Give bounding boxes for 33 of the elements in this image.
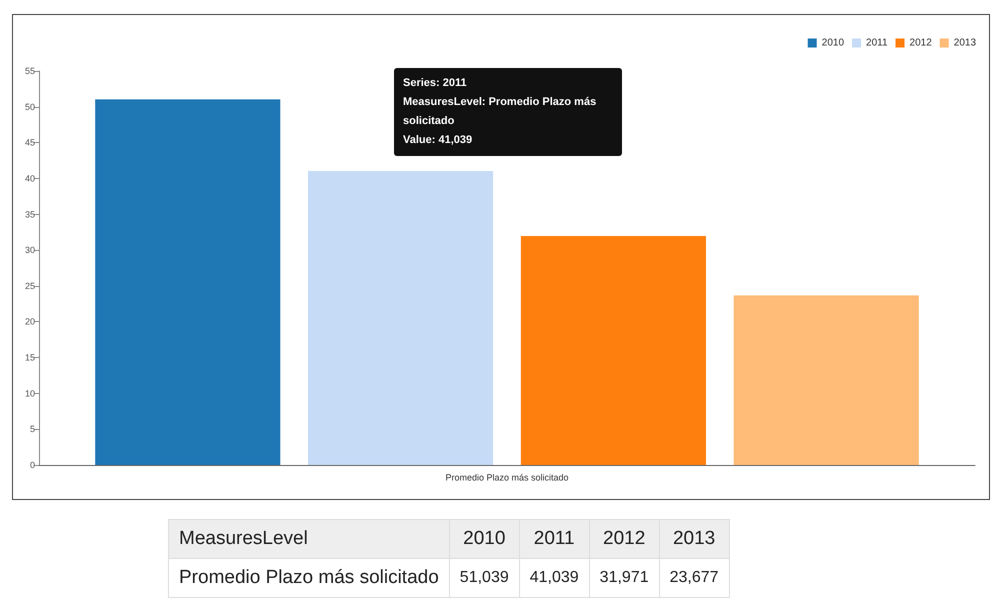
text: 23,677 <box>659 558 730 598</box>
text: 31,971 <box>589 558 660 598</box>
y-tick-label: 20 <box>24 316 35 327</box>
bar <box>95 99 280 465</box>
legend-label: 2010 <box>822 38 844 48</box>
text: 2011 <box>534 528 575 549</box>
annotation: Series: 2011 <box>403 76 468 91</box>
y-tick-label: 35 <box>24 209 35 220</box>
y-tick-label: 5 <box>30 424 35 434</box>
y-tick-label: 40 <box>24 173 35 184</box>
y-tick-label: 0 <box>30 460 35 470</box>
y-tick-label: 25 <box>24 280 35 291</box>
annotation: MeasuresLevel: Promedio Plazo más solicitado <box>403 95 598 129</box>
y-tick-label: 10 <box>24 388 35 398</box>
annotation: Value: 41,039 <box>403 133 474 148</box>
y-tick-label: 30 <box>24 245 35 256</box>
category-label: Promedio Plazo más solicitado <box>179 567 439 588</box>
y-tick-label: 45 <box>24 138 35 148</box>
y-tick-label: 15 <box>24 352 35 363</box>
y-tick-label: 50 <box>24 102 35 112</box>
y-tick-label: 55 <box>24 66 35 76</box>
text: 2012 <box>603 528 646 549</box>
legend-label: 2011 <box>866 38 888 48</box>
bar <box>520 236 706 465</box>
text: 41,039 <box>519 558 590 598</box>
bar <box>734 295 919 465</box>
legend-label: 2012 <box>910 38 932 48</box>
text: 2010 <box>463 528 506 549</box>
text: 51,039 <box>449 558 520 598</box>
text: 2013 <box>672 528 716 549</box>
text: MeasuresLevel <box>168 520 450 558</box>
bar <box>308 171 494 465</box>
legend-label: 2013 <box>954 38 976 48</box>
